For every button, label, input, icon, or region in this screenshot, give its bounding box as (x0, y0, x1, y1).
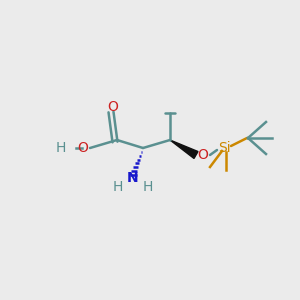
Text: H: H (143, 180, 153, 194)
Text: O: O (78, 141, 88, 155)
Text: N: N (127, 171, 139, 185)
Text: O: O (198, 148, 208, 162)
Polygon shape (170, 140, 198, 158)
Text: O: O (108, 100, 118, 114)
Text: Si: Si (218, 141, 230, 155)
Text: H: H (113, 180, 123, 194)
Text: H: H (56, 141, 66, 155)
